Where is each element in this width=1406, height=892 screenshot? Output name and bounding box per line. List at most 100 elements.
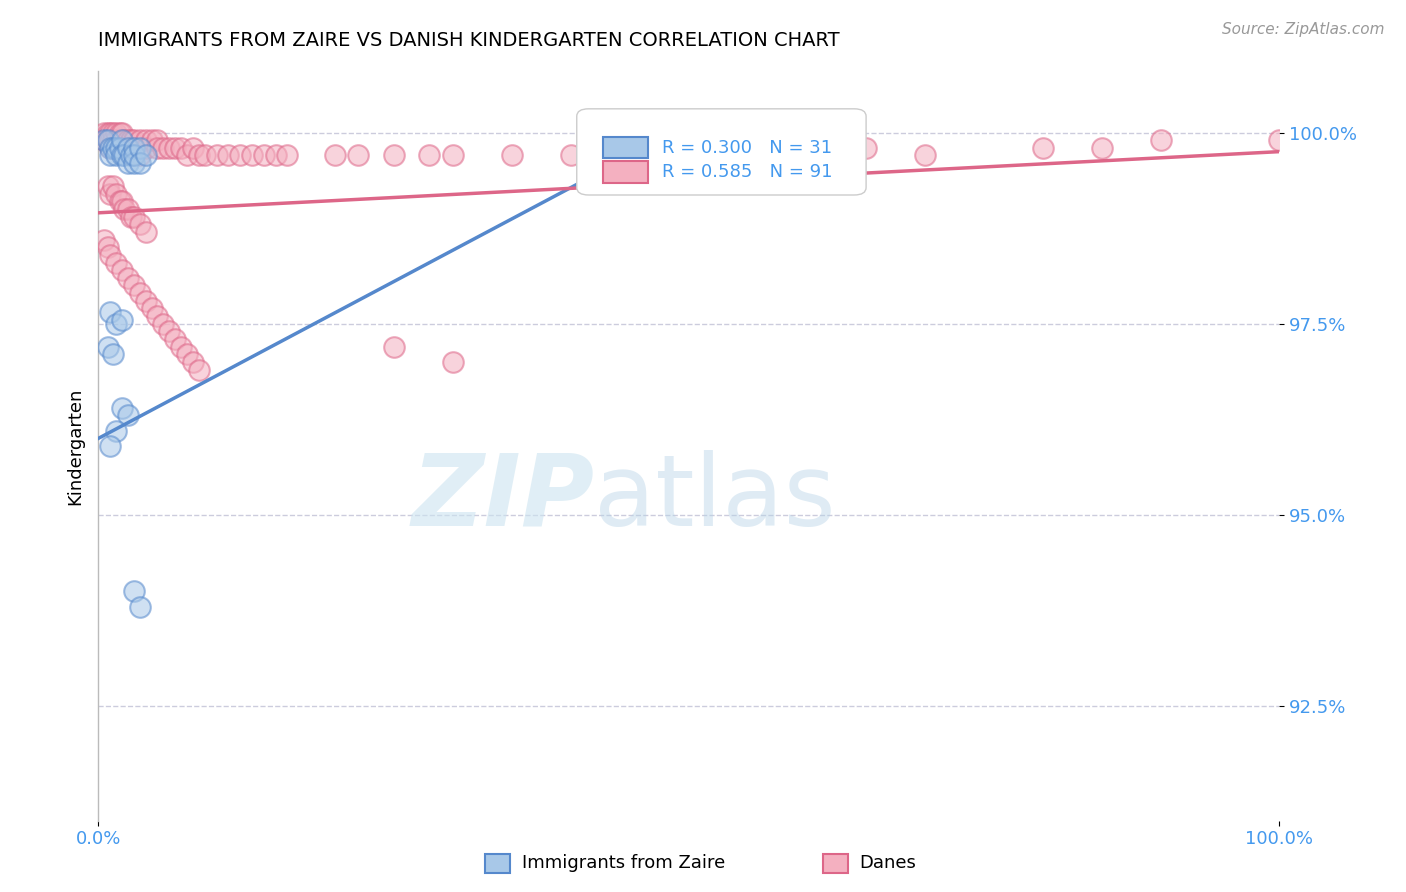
Point	[121, 133, 143, 147]
Point	[105, 148, 128, 162]
Point	[111, 141, 134, 155]
Point	[111, 401, 134, 415]
Point	[441, 355, 464, 369]
Point	[187, 148, 209, 162]
Point	[111, 126, 134, 140]
Point	[97, 133, 120, 147]
Point	[117, 270, 139, 285]
Point	[165, 141, 187, 155]
Point	[205, 148, 228, 162]
Point	[105, 133, 128, 147]
Point	[117, 409, 139, 423]
Point	[108, 126, 131, 140]
Point	[382, 340, 405, 354]
Point	[347, 148, 370, 162]
Point	[181, 355, 204, 369]
Point	[93, 133, 115, 147]
Point	[98, 148, 121, 162]
Point	[122, 210, 145, 224]
Point	[101, 133, 124, 147]
Point	[276, 148, 298, 162]
Point	[98, 141, 121, 155]
Point	[135, 225, 157, 239]
Text: Danes: Danes	[859, 855, 915, 872]
Point	[128, 286, 150, 301]
Point	[105, 126, 128, 140]
Point	[117, 141, 139, 155]
Point	[122, 584, 145, 599]
Point	[737, 148, 759, 162]
Point	[112, 133, 135, 147]
Point	[194, 148, 217, 162]
Text: IMMIGRANTS FROM ZAIRE VS DANISH KINDERGARTEN CORRELATION CHART: IMMIGRANTS FROM ZAIRE VS DANISH KINDERGA…	[98, 31, 839, 50]
Point	[914, 148, 936, 162]
Point	[253, 148, 276, 162]
Point	[108, 194, 131, 209]
Point	[97, 126, 120, 140]
Point	[122, 133, 145, 147]
Point	[128, 133, 150, 147]
Point	[128, 141, 150, 155]
Point	[105, 424, 128, 438]
Point	[170, 141, 193, 155]
Point	[93, 133, 115, 147]
Point	[121, 141, 143, 155]
FancyBboxPatch shape	[576, 109, 866, 195]
Point	[97, 133, 120, 147]
Point	[98, 305, 121, 319]
Point	[108, 141, 131, 155]
Point	[128, 148, 150, 162]
Point	[122, 278, 145, 293]
Text: Source: ZipAtlas.com: Source: ZipAtlas.com	[1222, 22, 1385, 37]
Point	[1268, 133, 1291, 147]
Text: ZIP: ZIP	[412, 450, 595, 547]
Point	[101, 126, 124, 140]
Text: atlas: atlas	[595, 450, 837, 547]
Point	[98, 141, 121, 155]
Point	[1150, 133, 1173, 147]
Point	[141, 133, 163, 147]
Point	[441, 148, 464, 162]
Point	[111, 133, 134, 147]
Point	[501, 148, 523, 162]
Text: R = 0.585   N = 91: R = 0.585 N = 91	[662, 163, 832, 181]
Point	[121, 148, 143, 162]
Point	[98, 133, 121, 147]
Point	[122, 156, 145, 170]
Point	[112, 148, 135, 162]
Point	[98, 439, 121, 453]
Point	[240, 148, 263, 162]
Point	[176, 148, 198, 162]
Point	[111, 263, 134, 277]
Y-axis label: Kindergarten: Kindergarten	[66, 387, 84, 505]
Point	[108, 141, 131, 155]
Point	[128, 217, 150, 231]
Point	[170, 340, 193, 354]
Point	[146, 309, 169, 323]
Point	[382, 148, 405, 162]
Point	[217, 148, 239, 162]
Point	[176, 347, 198, 361]
Point	[105, 141, 128, 155]
Point	[93, 233, 115, 247]
Point	[122, 141, 145, 155]
Point	[135, 141, 157, 155]
Point	[560, 148, 582, 162]
Point	[229, 148, 252, 162]
Point	[105, 186, 128, 201]
Point	[157, 141, 180, 155]
Point	[117, 202, 139, 216]
Point	[1032, 141, 1054, 155]
Point	[264, 148, 287, 162]
Point	[101, 179, 124, 194]
Text: R = 0.300   N = 31: R = 0.300 N = 31	[662, 138, 832, 157]
Point	[141, 301, 163, 316]
FancyBboxPatch shape	[603, 161, 648, 183]
Point	[98, 248, 121, 262]
Point	[105, 317, 128, 331]
Point	[117, 156, 139, 170]
Point	[117, 133, 139, 147]
Point	[101, 347, 124, 361]
Point	[135, 293, 157, 308]
Text: Immigrants from Zaire: Immigrants from Zaire	[522, 855, 725, 872]
